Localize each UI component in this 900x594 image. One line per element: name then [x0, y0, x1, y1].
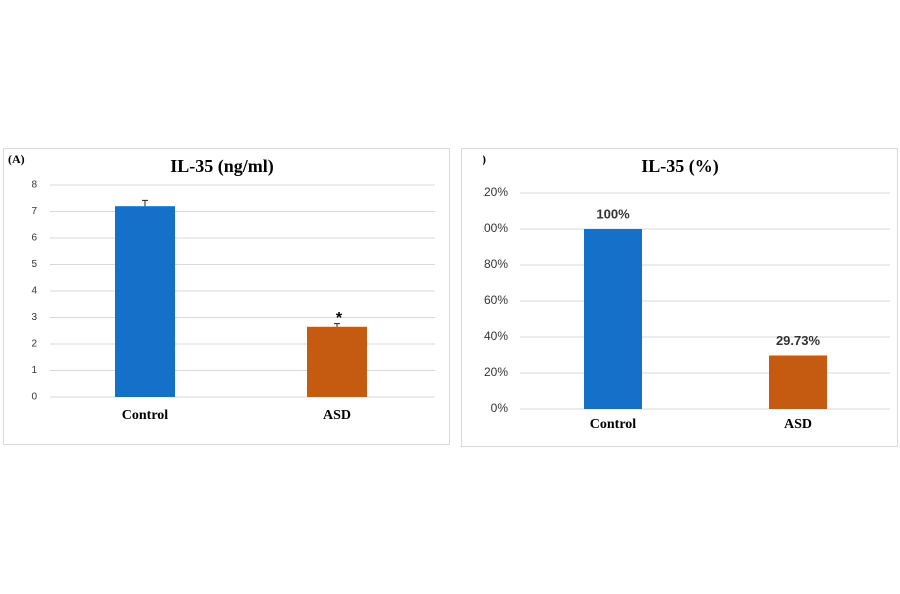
x-tick-label: Control [590, 417, 637, 432]
y-tick-label: 2 [31, 339, 37, 350]
error-bar [142, 199, 148, 207]
y-tick-label: 60% [484, 293, 508, 307]
chart-title: IL-35 (%) [641, 156, 719, 177]
y-tick-label: 0% [491, 401, 509, 415]
panel-label: (B) [470, 152, 486, 166]
y-tick-label: 20% [484, 365, 508, 379]
y-tick-label: 3 [31, 312, 37, 323]
panel-a [3, 148, 450, 445]
bar [307, 326, 367, 397]
panel-label: (A) [8, 152, 25, 166]
y-tick-label: 120% [477, 185, 508, 199]
y-tick-label: 6 [31, 233, 37, 244]
bar [584, 229, 642, 409]
y-tick-label: 5 [31, 259, 37, 270]
x-tick-label: Control [122, 408, 169, 423]
value-label: 29.73% [776, 333, 821, 348]
error-bar [334, 323, 340, 327]
chart-b: (B) IL-35 (%) 0% 20% 40% 60% 80% 100% 120% Contro… [470, 152, 890, 432]
value-label: 100% [596, 206, 630, 221]
annotation: * [336, 310, 343, 327]
y-tick-label: 100% [477, 221, 508, 235]
y-tick-label: 4 [31, 286, 37, 297]
y-tick-label: 0 [31, 392, 37, 403]
y-tick-label: 7 [31, 206, 37, 217]
bar [769, 355, 827, 409]
y-tick-label: 1 [31, 365, 37, 376]
x-tick-label: ASD [323, 408, 351, 423]
y-tick-label: 80% [484, 257, 508, 271]
chart-title: IL-35 (ng/ml) [170, 156, 274, 177]
chart-a: (A) IL-35 (ng/ml) 0 1 2 3 4 5 6 7 8 Control ASD * [8, 152, 435, 423]
bar [115, 206, 175, 397]
x-tick-label: ASD [784, 417, 812, 432]
y-tick-label: 40% [484, 329, 508, 343]
y-tick-label: 8 [31, 180, 37, 191]
